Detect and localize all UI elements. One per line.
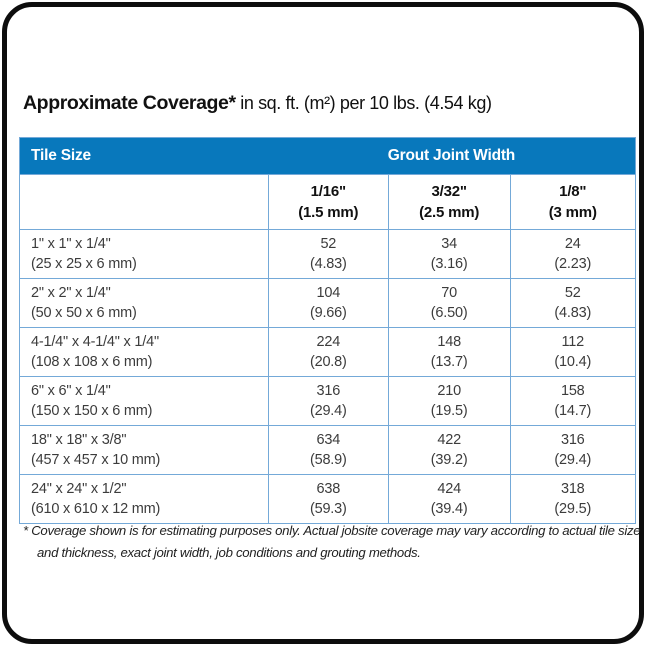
coverage-sqft: 422: [437, 431, 461, 448]
coverage-sqft: 634: [316, 431, 341, 448]
coverage-m2: (59.3): [309, 501, 347, 517]
coverage-sqft: 210: [437, 382, 461, 399]
coverage-sqft: 224: [316, 333, 341, 350]
coverage-m2: (20.8): [309, 354, 347, 370]
coverage-sqft: 24: [564, 235, 581, 252]
coverage-cell: 104 (9.66): [267, 279, 388, 327]
page-title: Approximate Coverage* in sq. ft. (m²) pe…: [23, 92, 492, 115]
coverage-m2: (39.2): [430, 452, 468, 468]
tile-size-cell: 18" x 18" x 3/8" (457 x 457 x 10 mm): [20, 426, 268, 474]
table-header-row: Tile Size Grout Joint Width: [20, 138, 635, 174]
col-header-inches: 3/32": [431, 183, 467, 200]
coverage-footnote: * Coverage shown is for estimating purpo…: [23, 523, 641, 560]
tile-size-mm: (50 x 50 x 6 mm): [31, 305, 137, 321]
tile-size-inches: 4-1/4" x 4-1/4" x 1/4": [31, 333, 159, 350]
tile-size-mm: (108 x 108 x 6 mm): [31, 354, 153, 370]
coverage-cell: 70 (6.50): [387, 279, 510, 327]
tile-size-cell: 4-1/4" x 4-1/4" x 1/4" (108 x 108 x 6 mm…: [20, 328, 268, 376]
coverage-sqft: 316: [560, 431, 585, 448]
coverage-table: Tile Size Grout Joint Width 1/16" (1.5 m…: [19, 137, 636, 524]
coverage-m2: (9.66): [309, 305, 347, 321]
coverage-sqft: 318: [560, 480, 585, 497]
table-row: 4-1/4" x 4-1/4" x 1/4" (108 x 108 x 6 mm…: [20, 327, 635, 376]
coverage-cell: 224 (20.8): [267, 328, 388, 376]
coverage-sqft: 70: [441, 284, 458, 301]
tile-size-cell: 1" x 1" x 1/4" (25 x 25 x 6 mm): [20, 230, 268, 278]
tile-size-inches: 2" x 2" x 1/4": [31, 284, 111, 301]
coverage-sqft: 104: [316, 284, 341, 301]
col-header-mm: (3 mm): [548, 204, 597, 221]
page-title-bold: Approximate Coverage*: [23, 92, 236, 114]
coverage-sqft: 148: [437, 333, 461, 350]
coverage-cell: 52 (4.83): [509, 279, 635, 327]
coverage-sqft: 316: [316, 382, 341, 399]
coverage-cell: 52 (4.83): [267, 230, 388, 278]
coverage-cell: 316 (29.4): [267, 377, 388, 425]
table-row: 1" x 1" x 1/4" (25 x 25 x 6 mm) 52 (4.83…: [20, 229, 635, 278]
coverage-cell: 24 (2.23): [509, 230, 635, 278]
tile-size-cell: 6" x 6" x 1/4" (150 x 150 x 6 mm): [20, 377, 268, 425]
coverage-m2: (19.5): [430, 403, 468, 419]
tile-size-inches: 1" x 1" x 1/4": [31, 235, 111, 252]
coverage-m2: (10.4): [554, 354, 592, 370]
tile-size-cell: 24" x 24" x 1/2" (610 x 610 x 12 mm): [20, 475, 268, 523]
coverage-cell: 148 (13.7): [387, 328, 510, 376]
page-title-units: in sq. ft. (m²) per 10 lbs. (4.54 kg): [235, 93, 492, 113]
coverage-m2: (29.5): [554, 501, 592, 517]
tile-size-inches: 6" x 6" x 1/4": [31, 382, 111, 399]
col-header-mm: (1.5 mm): [298, 204, 359, 221]
coverage-m2: (13.7): [430, 354, 468, 370]
coverage-m2: (58.9): [309, 452, 347, 468]
coverage-cell: 638 (59.3): [267, 475, 388, 523]
col-header-inches: 1/16": [310, 183, 347, 200]
coverage-cell: 424 (39.4): [387, 475, 510, 523]
coverage-cell: 210 (19.5): [387, 377, 510, 425]
coverage-m2: (4.83): [554, 305, 592, 321]
coverage-sqft: 112: [561, 333, 585, 350]
coverage-cell: 422 (39.2): [387, 426, 510, 474]
coverage-m2: (39.4): [430, 501, 468, 517]
coverage-cell: 318 (29.5): [509, 475, 635, 523]
table-row: 2" x 2" x 1/4" (50 x 50 x 6 mm) 104 (9.6…: [20, 278, 635, 327]
tile-size-mm: (610 x 610 x 12 mm): [31, 501, 161, 517]
coverage-sqft: 158: [560, 382, 585, 399]
header-tile-size: Tile Size: [31, 147, 91, 164]
table-row: 6" x 6" x 1/4" (150 x 150 x 6 mm) 316 (2…: [20, 376, 635, 425]
col-header-mm: (2.5 mm): [419, 204, 480, 221]
tile-size-cell: 2" x 2" x 1/4" (50 x 50 x 6 mm): [20, 279, 268, 327]
table-row: 24" x 24" x 1/2" (610 x 610 x 12 mm) 638…: [20, 474, 635, 523]
coverage-m2: (29.4): [554, 452, 592, 468]
col-header-1-16: 1/16" (1.5 mm): [267, 175, 388, 229]
col-header-3-32: 3/32" (2.5 mm): [387, 175, 510, 229]
coverage-sqft: 638: [316, 480, 341, 497]
coverage-sqft: 52: [564, 284, 581, 301]
tile-size-inches: 24" x 24" x 1/2": [31, 480, 127, 497]
col-header-1-8: 1/8" (3 mm): [509, 175, 635, 229]
coverage-m2: (6.50): [430, 305, 468, 321]
coverage-sqft: 52: [320, 235, 337, 252]
coverage-cell: 34 (3.16): [387, 230, 510, 278]
coverage-sqft: 34: [441, 235, 458, 252]
tile-size-inches: 18" x 18" x 3/8": [31, 431, 127, 448]
empty-corner-cell: [20, 175, 268, 229]
coverage-m2: (29.4): [309, 403, 347, 419]
tile-size-mm: (150 x 150 x 6 mm): [31, 403, 153, 419]
coverage-sqft: 424: [437, 480, 461, 497]
coverage-m2: (2.23): [554, 256, 592, 272]
coverage-m2: (4.83): [309, 256, 347, 272]
tile-size-mm: (457 x 457 x 10 mm): [31, 452, 161, 468]
column-header-row: 1/16" (1.5 mm) 3/32" (2.5 mm) 1/8" (3 mm…: [20, 174, 635, 229]
tile-size-mm: (25 x 25 x 6 mm): [31, 256, 137, 272]
coverage-cell: 634 (58.9): [267, 426, 388, 474]
header-grout-joint-width: Grout Joint Width: [387, 147, 516, 164]
coverage-cell: 158 (14.7): [509, 377, 635, 425]
col-header-inches: 1/8": [559, 183, 587, 200]
coverage-m2: (3.16): [430, 256, 468, 272]
coverage-cell: 112 (10.4): [509, 328, 635, 376]
coverage-cell: 316 (29.4): [509, 426, 635, 474]
table-row: 18" x 18" x 3/8" (457 x 457 x 10 mm) 634…: [20, 425, 635, 474]
coverage-m2: (14.7): [554, 403, 592, 419]
